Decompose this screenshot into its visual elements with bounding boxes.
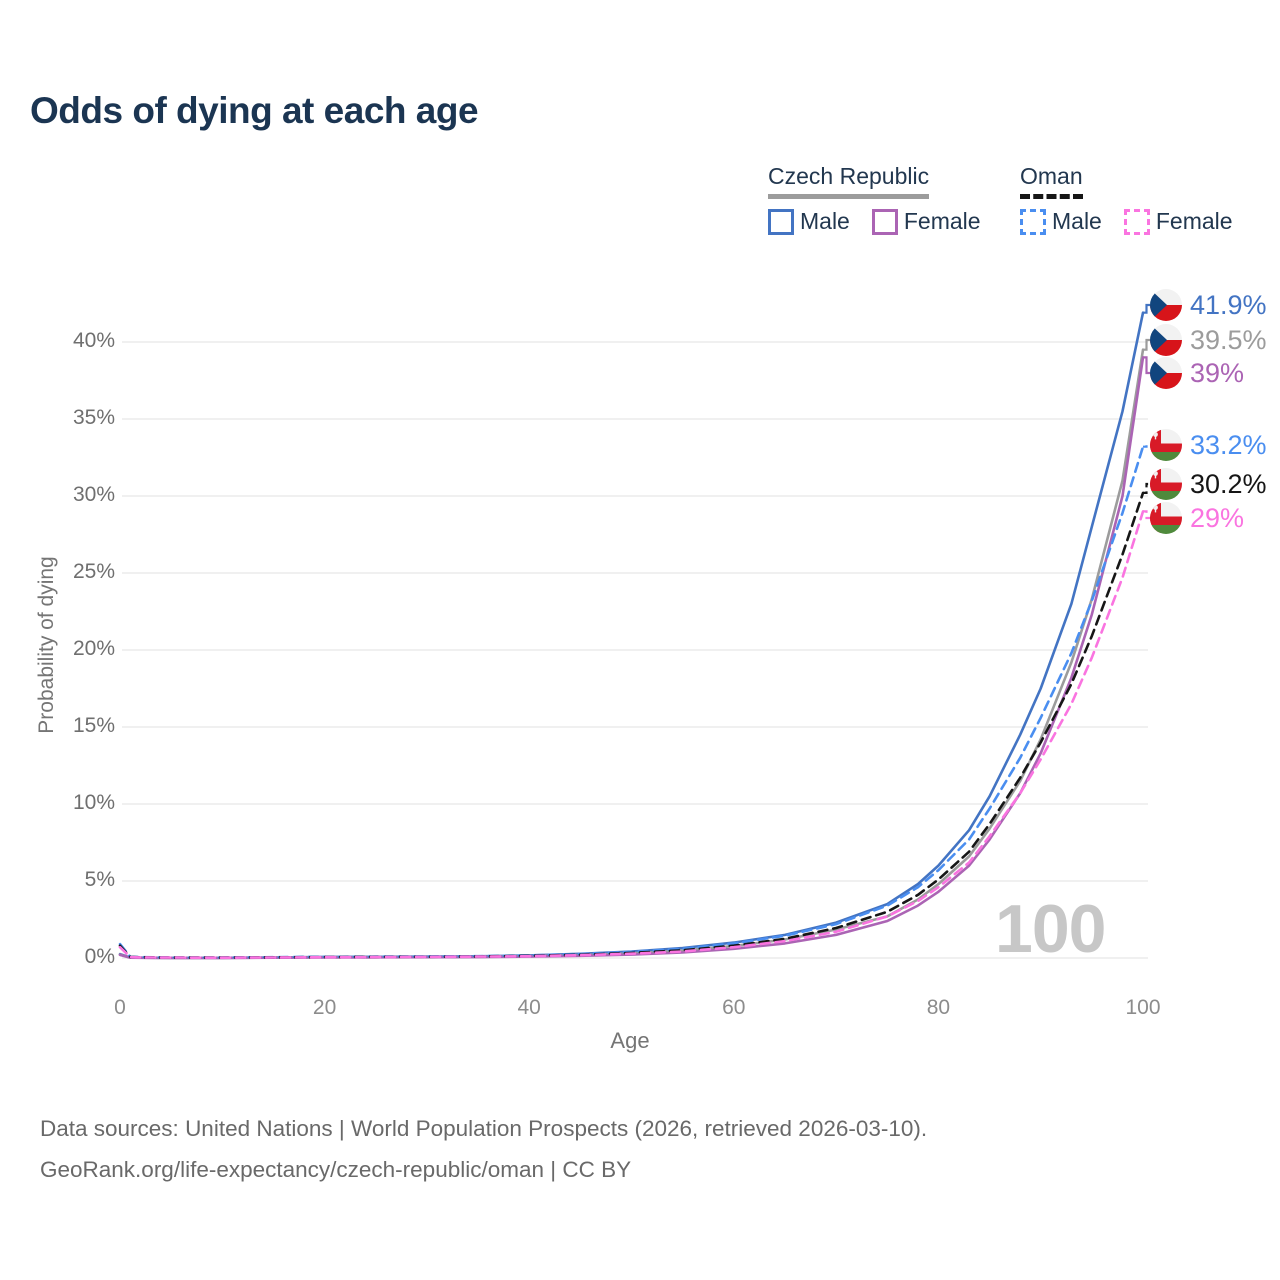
y-tick-label: 15%	[72, 714, 115, 737]
line-oman-female	[118, 510, 1145, 959]
czech-flag-icon	[1150, 357, 1182, 389]
label-connector-czech-republic-overall	[1143, 338, 1150, 351]
end-label-value: 39%	[1190, 357, 1245, 388]
x-tick-label: 20	[312, 996, 337, 1019]
legend-item-oman-male[interactable]: Male	[1052, 208, 1102, 234]
label-connector-oman-male	[1143, 443, 1150, 448]
end-label-value: 33.2%	[1190, 429, 1267, 460]
footer: Data sources: United Nations | World Pop…	[40, 1108, 927, 1190]
line-czech-republic-female	[118, 356, 1145, 960]
end-label-oman-female: 29%	[1150, 501, 1244, 535]
end-label-oman-overall: 30.2%	[1150, 467, 1267, 501]
label-connector-czech-republic-male	[1143, 303, 1150, 314]
line-czech-republic-overall	[118, 348, 1145, 960]
legend-item-czech-female[interactable]: Female	[903, 208, 981, 234]
legend-item-oman-female[interactable]: Female	[1155, 208, 1233, 234]
label-connector-oman-overall	[1143, 482, 1150, 494]
legend-swatch-oman-male-icon[interactable]	[1020, 208, 1046, 235]
end-label-oman-male: 33.2%	[1150, 428, 1267, 462]
x-tick-label: 80	[926, 996, 951, 1019]
legend-group-czech-republic: Czech Republic Male Female	[768, 163, 1003, 235]
page-title: Odds of dying at each age	[30, 90, 479, 131]
data-sources-text: Data sources: United Nations | World Pop…	[40, 1116, 928, 1141]
x-axis-title: Age	[610, 1028, 650, 1053]
end-label-czech-overall: 39.5%	[1150, 323, 1267, 357]
y-axis-title: Probability of dying	[35, 556, 58, 734]
x-tick-label: 60	[722, 996, 746, 1019]
source-link[interactable]: GeoRank.org/life-expectancy/czech-republ…	[40, 1157, 632, 1182]
label-connector-czech-republic-female	[1143, 356, 1150, 375]
oman-flag-icon	[1150, 468, 1182, 500]
y-tick-label: 30%	[72, 483, 115, 506]
end-label-value: 29%	[1190, 502, 1245, 533]
end-label-value: 41.9%	[1190, 289, 1267, 320]
y-tick-label: 35%	[72, 406, 115, 429]
x-tick-label: 100	[1125, 996, 1161, 1019]
y-tick-label: 25%	[72, 560, 115, 583]
label-connector-oman-female	[1143, 510, 1150, 520]
legend-group-oman: Oman Male Female	[1020, 163, 1255, 235]
line-oman-overall	[118, 491, 1145, 959]
legend-item-czech-male[interactable]: Male	[800, 208, 850, 234]
oman-flag-icon	[1150, 429, 1182, 461]
legend-swatch-oman-female-icon[interactable]	[1123, 208, 1150, 235]
y-tick-label: 40%	[72, 329, 115, 352]
legend-swatch-czech-male-icon[interactable]	[768, 208, 794, 235]
legend-heading-czech-republic: Czech Republic	[768, 163, 930, 199]
line-czech-republic-male	[118, 311, 1145, 960]
y-tick-label: 10%	[72, 791, 115, 814]
end-label-value: 30.2%	[1190, 468, 1267, 499]
oman-flag-icon	[1150, 502, 1182, 534]
y-tick-label: 5%	[84, 868, 115, 891]
age-watermark: 100	[995, 891, 1106, 967]
end-label-value: 39.5%	[1190, 324, 1267, 355]
end-label-czech-male: 41.9%	[1150, 288, 1267, 322]
x-tick-label: 0	[114, 996, 126, 1019]
end-label-czech-female: 39%	[1150, 356, 1244, 390]
legend-swatch-czech-female-icon[interactable]	[871, 208, 898, 235]
y-tick-label: 0%	[84, 945, 115, 968]
czech-flag-icon	[1150, 324, 1182, 356]
line-oman-male	[118, 445, 1145, 959]
czech-flag-icon	[1150, 289, 1182, 321]
y-tick-label: 20%	[72, 637, 115, 660]
legend-heading-oman: Oman	[1020, 163, 1083, 199]
x-tick-label: 40	[517, 996, 541, 1019]
